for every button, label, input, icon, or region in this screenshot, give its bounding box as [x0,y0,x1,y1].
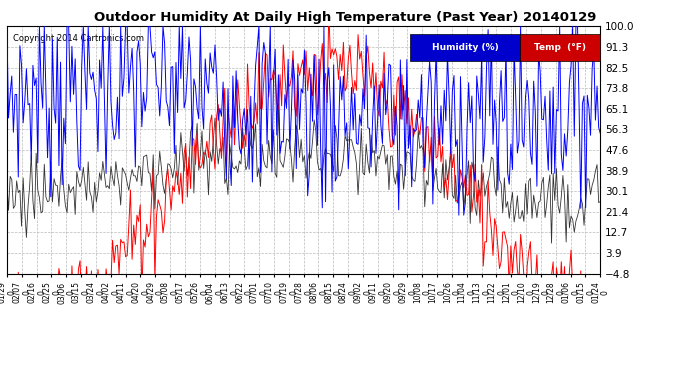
FancyBboxPatch shape [520,34,600,61]
Text: Copyright 2014 Cartronics.com: Copyright 2014 Cartronics.com [13,34,144,43]
Text: Outdoor Humidity At Daily High Temperature (Past Year) 20140129: Outdoor Humidity At Daily High Temperatu… [94,11,596,24]
FancyBboxPatch shape [411,34,520,61]
Text: Temp  (°F): Temp (°F) [534,43,586,52]
Text: Humidity (%): Humidity (%) [432,43,498,52]
